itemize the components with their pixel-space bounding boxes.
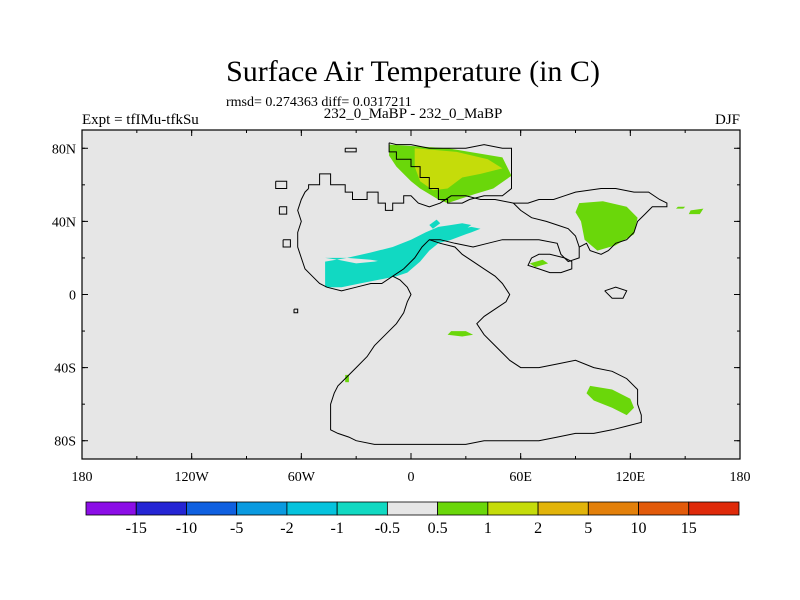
anomaly-region-tethys-cold xyxy=(325,223,481,288)
colorbar-label-10: 10 xyxy=(631,520,647,537)
coastline-island-se xyxy=(604,286,628,299)
colorbar-box-11 xyxy=(638,501,690,516)
anomaly-region-southern-patch xyxy=(586,385,634,416)
colorbar-label-5: -0.5 xyxy=(375,520,400,537)
coastline-island-nw-2 xyxy=(278,206,288,215)
colorbar-box-7 xyxy=(437,501,489,516)
x-tick-label-0: 180 xyxy=(72,470,93,485)
colorbar-box-1 xyxy=(135,501,187,516)
colorbar-label-8: 2 xyxy=(534,520,542,537)
colorbar-box-8 xyxy=(487,501,539,516)
chart-title: Surface Air Temperature (in C) xyxy=(226,55,600,88)
colorbar-label-6: 0.5 xyxy=(428,520,448,537)
colorbar-label-2: -5 xyxy=(230,520,243,537)
colorbar-box-6 xyxy=(386,501,439,516)
coastline-pangaea-north xyxy=(388,142,512,204)
colorbar-label-0: -15 xyxy=(126,520,147,537)
x-tick-label-4: 60E xyxy=(509,470,532,485)
colorbar-box-5 xyxy=(336,501,388,516)
coastline-island-east xyxy=(527,253,573,274)
anomaly-region-small-patch-4 xyxy=(688,208,704,215)
anomaly-region-small-patch-3 xyxy=(345,374,349,383)
colorbar-label-3: -2 xyxy=(280,520,293,537)
experiment-label: Expt = tfIMu-tfkSu xyxy=(82,112,199,128)
x-tick-label-3: 0 xyxy=(408,470,415,485)
colorbar-box-9 xyxy=(537,501,589,516)
anomaly-region-north-africa-core xyxy=(414,148,503,191)
colorbar-box-2 xyxy=(186,501,238,516)
coastline-island-w-small xyxy=(293,308,299,314)
x-tick-label-1: 120W xyxy=(175,470,210,485)
coastline-pangaea-south xyxy=(330,239,642,445)
coastline-pangaea-main xyxy=(297,173,668,292)
y-tick-label-1: 40N xyxy=(52,215,76,230)
colorbar-label-4: -1 xyxy=(330,520,343,537)
anomaly-region-east-asia xyxy=(575,201,638,251)
y-tick-label-4: 80S xyxy=(54,435,76,450)
y-tick-label-3: 40S xyxy=(54,362,76,377)
experiment-periods-label: 232_0_MaBP - 232_0_MaBP xyxy=(323,106,503,122)
x-tick-label-2: 60W xyxy=(288,470,316,485)
colorbar-label-1: -10 xyxy=(176,520,197,537)
anomaly-region-small-patch-5 xyxy=(676,206,686,209)
colorbar-box-12 xyxy=(688,501,740,516)
coastline-island-north xyxy=(344,147,357,153)
anomaly-region-small-patch-2 xyxy=(529,259,549,268)
coastline-island-nw-1 xyxy=(275,180,288,189)
anomaly-region-small-patch-1 xyxy=(447,331,474,337)
colorbar-box-3 xyxy=(236,501,288,516)
colorbar-box-0 xyxy=(85,501,137,516)
colorbar-box-10 xyxy=(587,501,639,516)
anomaly-region-tethys-dot xyxy=(429,219,441,229)
x-tick-label-6: 180 xyxy=(730,470,751,485)
colorbar-box-4 xyxy=(286,501,338,516)
colorbar-label-11: 15 xyxy=(681,520,697,537)
y-tick-label-0: 80N xyxy=(52,142,76,157)
y-tick-label-2: 0 xyxy=(69,289,76,304)
stats-label: rmsd= 0.274363 diff= 0.0317211 xyxy=(226,95,412,110)
coastline-east-coast xyxy=(513,202,580,248)
colorbar-label-7: 1 xyxy=(484,520,492,537)
x-tick-label-5: 120E xyxy=(616,470,646,485)
colorbar-label-9: 5 xyxy=(584,520,592,537)
coastline-island-nw-3 xyxy=(282,239,291,248)
season-label: DJF xyxy=(714,112,740,128)
